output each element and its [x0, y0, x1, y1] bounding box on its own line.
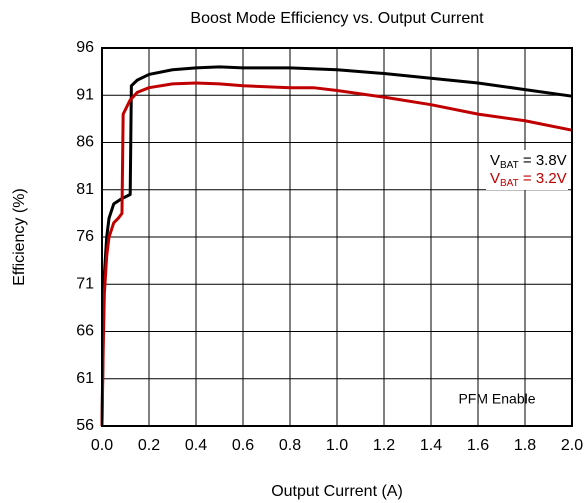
annotation: PFM Enable	[458, 391, 535, 407]
legend-sub: BAT	[500, 160, 519, 171]
chart-title: Boost Mode Efficiency vs. Output Current	[190, 10, 484, 27]
y-tick-label: 86	[76, 134, 94, 151]
x-tick-label: 0.6	[232, 437, 254, 454]
y-tick-label: 81	[76, 181, 94, 198]
x-tick-label: 1.6	[467, 437, 489, 454]
x-tick-label: 0.2	[138, 437, 160, 454]
y-tick-label: 91	[76, 86, 94, 103]
x-tick-label: 0.8	[279, 437, 301, 454]
data-line	[100, 81, 573, 427]
legend-main: V	[490, 170, 500, 187]
y-axis-label: Efficiency (%)	[11, 188, 28, 286]
x-tick-label: 0.4	[185, 437, 207, 454]
y-tick-label: 66	[76, 323, 94, 340]
x-axis-label: Output Current (A)	[271, 483, 403, 500]
y-tick-label: 96	[76, 39, 94, 56]
x-tick-label: 2.0	[561, 437, 583, 454]
legend-entry: VBAT = 3.8V	[490, 152, 567, 171]
legend-rest: = 3.8V	[519, 152, 567, 169]
x-tick-label: 1.4	[420, 437, 442, 454]
legend-main: V	[490, 152, 500, 169]
legend-sub: BAT	[500, 178, 519, 189]
plot-border	[101, 47, 573, 427]
y-tick-label: 56	[76, 417, 94, 434]
x-tick-label: 1.8	[514, 437, 536, 454]
legend-box	[486, 150, 568, 190]
y-tick-label: 71	[76, 275, 94, 292]
y-tick-label: 61	[76, 370, 94, 387]
data-line	[100, 65, 573, 427]
legend-entry: VBAT = 3.2V	[490, 170, 567, 189]
x-tick-label: 1.2	[373, 437, 395, 454]
x-tick-label: 0.0	[91, 437, 113, 454]
x-tick-label: 1.0	[326, 437, 348, 454]
y-tick-label: 76	[76, 228, 94, 245]
legend-rest: = 3.2V	[519, 170, 567, 187]
